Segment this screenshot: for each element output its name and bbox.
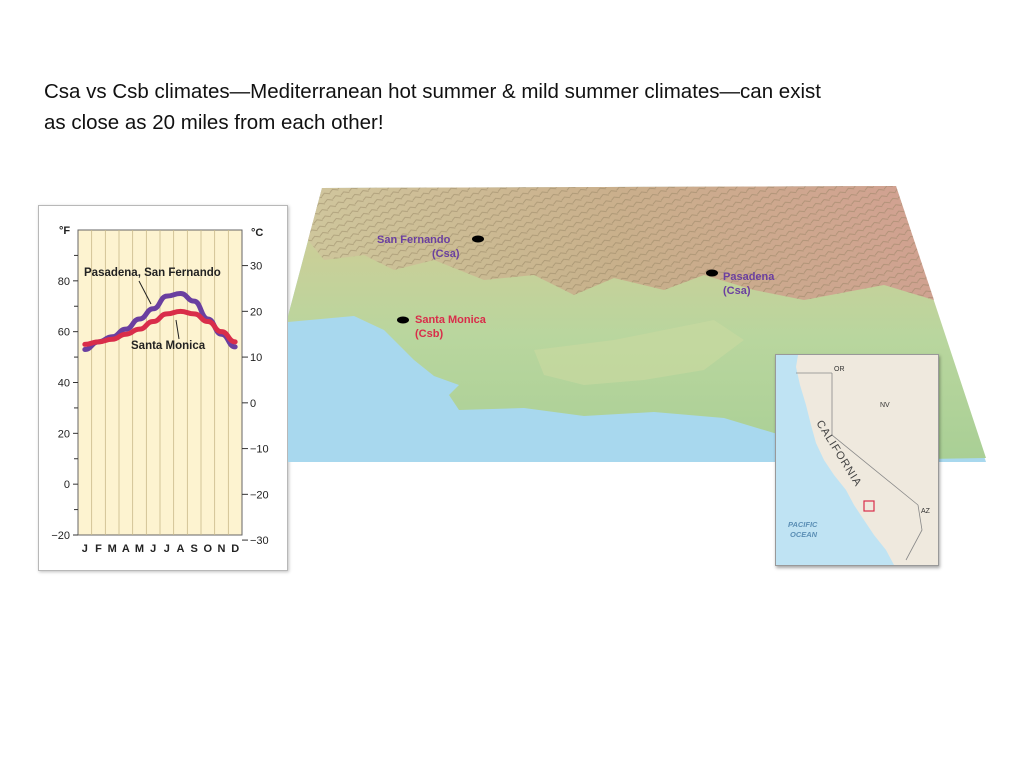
y-tick-label: −20 — [51, 530, 70, 542]
month-label: F — [95, 543, 102, 555]
series-label-pasadena-san-fernando: Pasadena, San Fernando — [84, 267, 221, 279]
month-label: M — [108, 543, 117, 555]
month-label: M — [135, 543, 144, 555]
san-fernando-climate: (Csa) — [432, 248, 460, 260]
hills — [534, 320, 744, 385]
month-label: J — [82, 543, 88, 555]
label-az: AZ — [921, 508, 931, 515]
label-pacific: PACIFIC — [788, 520, 818, 529]
az-border — [905, 504, 923, 561]
y2-tick-label: 20 — [250, 306, 262, 318]
san-fernando-label: San Fernando — [377, 234, 451, 246]
inset-svg: OR NV AZ CALIFORNIA PACIFIC OCEAN — [776, 355, 938, 565]
label-nv: NV — [880, 402, 890, 409]
santa-monica-climate: (Csb) — [415, 328, 443, 340]
y2-tick-label: −30 — [250, 535, 269, 547]
month-label: A — [177, 543, 185, 555]
climograph-panel: °F °C −20 0 20 40 60 80 −30 −20 −10 0 10 20 30 Pasa… — [38, 205, 288, 571]
celsius-unit-label: °C — [251, 227, 263, 239]
y2-tick-label: −10 — [250, 444, 269, 456]
y-tick-label: 80 — [58, 276, 70, 288]
month-label: D — [231, 543, 239, 555]
slide-heading: Csa vs Csb climates—Mediterranean hot su… — [44, 76, 964, 138]
y-tick-label: 0 — [64, 479, 70, 491]
month-label: A — [122, 543, 130, 555]
study-area-box — [863, 500, 875, 512]
heading-line-2: as close as 20 miles from each other! — [44, 111, 384, 134]
series-line-santa-monica — [82, 308, 238, 347]
pasadena-label: Pasadena — [723, 271, 775, 283]
label-or: OR — [834, 366, 845, 373]
california-inset-map: OR NV AZ CALIFORNIA PACIFIC OCEAN — [775, 354, 939, 566]
month-label: O — [204, 543, 213, 555]
y2-tick-label: 0 — [250, 398, 256, 410]
month-label: N — [218, 543, 226, 555]
san-fernando-marker — [472, 235, 484, 243]
pasadena-climate: (Csa) — [723, 285, 751, 297]
month-label: J — [150, 543, 156, 555]
pasadena-marker — [706, 269, 718, 277]
climograph-chart: °F °C −20 0 20 40 60 80 −30 −20 −10 0 10 20 30 Pasa… — [51, 225, 269, 555]
y2-tick-label: 30 — [250, 261, 262, 273]
series-label-santa-monica: Santa Monica — [131, 340, 206, 352]
inset-land — [796, 355, 938, 565]
leader-line-santa-monica — [175, 319, 180, 340]
nv-border — [831, 373, 919, 506]
month-label: S — [190, 543, 197, 555]
y-tick-label: 40 — [58, 378, 70, 390]
y-tick-label: 20 — [58, 428, 70, 440]
month-label: J — [164, 543, 170, 555]
santa-monica-label: Santa Monica — [415, 314, 487, 326]
santa-monica-marker — [397, 316, 409, 324]
heading-line-1: Csa vs Csb climates—Mediterranean hot su… — [44, 80, 821, 103]
y-tick-label: 60 — [58, 327, 70, 339]
leader-line-pasadena — [138, 280, 152, 305]
mountain-relief — [308, 186, 934, 300]
y2-tick-label: −20 — [250, 489, 269, 501]
fahrenheit-unit-label: °F — [59, 225, 70, 237]
label-ocean: OCEAN — [790, 530, 818, 539]
y2-tick-label: 10 — [250, 352, 262, 364]
